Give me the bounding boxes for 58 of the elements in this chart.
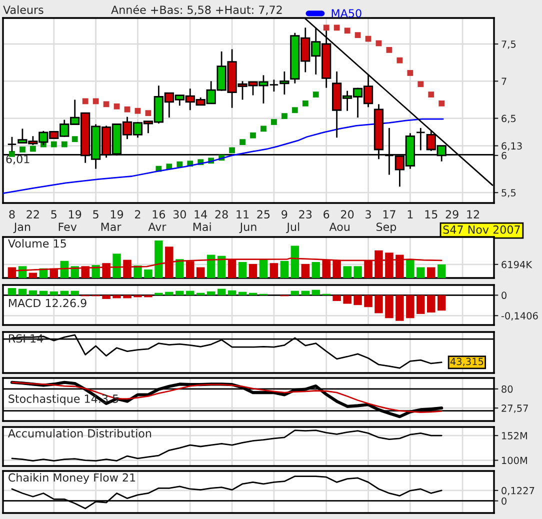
- y-tick-label: 100M: [502, 456, 527, 464]
- ref-line-label: 6,01: [6, 154, 30, 164]
- x-tick-label: 20: [341, 210, 354, 219]
- x-tick-label: 19: [69, 210, 82, 219]
- x-tick-label: 12: [467, 210, 479, 218]
- text: MACD 12.26.9: [9, 298, 86, 308]
- y-tick-label: -0,1406: [501, 312, 538, 320]
- x2-tick-label: Jul: [286, 222, 300, 234]
- x-tick-label: 22: [26, 210, 39, 218]
- x2-tick-label: Sep: [376, 222, 396, 234]
- x-tick-label: 25: [257, 210, 270, 219]
- x-tick-label: 5: [93, 210, 98, 219]
- legend-label: MA50: [332, 9, 362, 18]
- x-tick-label: 2: [135, 210, 140, 218]
- y-tick-label: 0: [502, 497, 506, 505]
- chart-title: Accumulation Distribution: [8, 428, 152, 438]
- chart-title: Valeurs: [3, 5, 44, 14]
- y-tick-label: 7,5: [502, 40, 516, 49]
- x-tick-label: 8: [9, 210, 15, 219]
- y-tick-label: 0,1227: [502, 486, 534, 496]
- x-tick-label: 19: [110, 210, 124, 219]
- y-tick-label: 80: [502, 385, 513, 393]
- text: S47 Nov 2007: [443, 225, 520, 234]
- x2-tick-label: Avr: [148, 222, 166, 231]
- x-tick-label: 3: [366, 210, 371, 219]
- x-tick-label: 17: [383, 210, 396, 218]
- x-tick-label: 14: [194, 210, 208, 218]
- x2-tick-label: Mar: [101, 222, 122, 232]
- chart-title: Volume 15: [8, 239, 66, 248]
- chart-title: Chaikin Money Flow 21: [8, 473, 136, 484]
- y-tick-label: 0: [502, 292, 506, 300]
- x-tick-label: 29: [446, 210, 458, 219]
- x-tick-label: 5: [51, 210, 56, 219]
- x-tick-label: 15: [425, 210, 438, 219]
- annotation: 43,315: [450, 358, 484, 366]
- x2-tick-label: Jan: [13, 222, 30, 234]
- x2-tick-label: Fev: [58, 222, 77, 232]
- y-tick-label: 6,13: [502, 142, 522, 151]
- y-tick-label: 6: [502, 152, 507, 160]
- x2-tick-label: Aou: [329, 222, 350, 232]
- x-tick-label: 28: [215, 210, 228, 219]
- y-tick-label: 7: [502, 78, 506, 85]
- x-tick-label: 9: [282, 210, 288, 219]
- chart-subtitle: Année +Bas: 5,58 +Haut: 7,72: [111, 4, 282, 16]
- y-tick-label: 5,5: [502, 189, 516, 198]
- x-tick-label: 1: [408, 210, 413, 218]
- y-tick-label: 6194K: [502, 260, 532, 268]
- x-tick-label: 6: [324, 210, 330, 219]
- y-tick-label: 152M: [502, 432, 527, 440]
- x-tick-label: 16: [152, 210, 166, 219]
- x-tick-label: 23: [299, 210, 312, 219]
- x-tick-label: 30: [173, 210, 186, 219]
- x-tick-label: 11: [236, 210, 249, 218]
- y-tick-label: 27,57: [502, 404, 528, 413]
- y-tick-label: 6,5: [502, 114, 516, 124]
- x2-tick-label: Mai: [193, 222, 211, 232]
- x2-tick-label: Jun: [239, 222, 256, 234]
- chart-title: RSI 14: [9, 334, 44, 343]
